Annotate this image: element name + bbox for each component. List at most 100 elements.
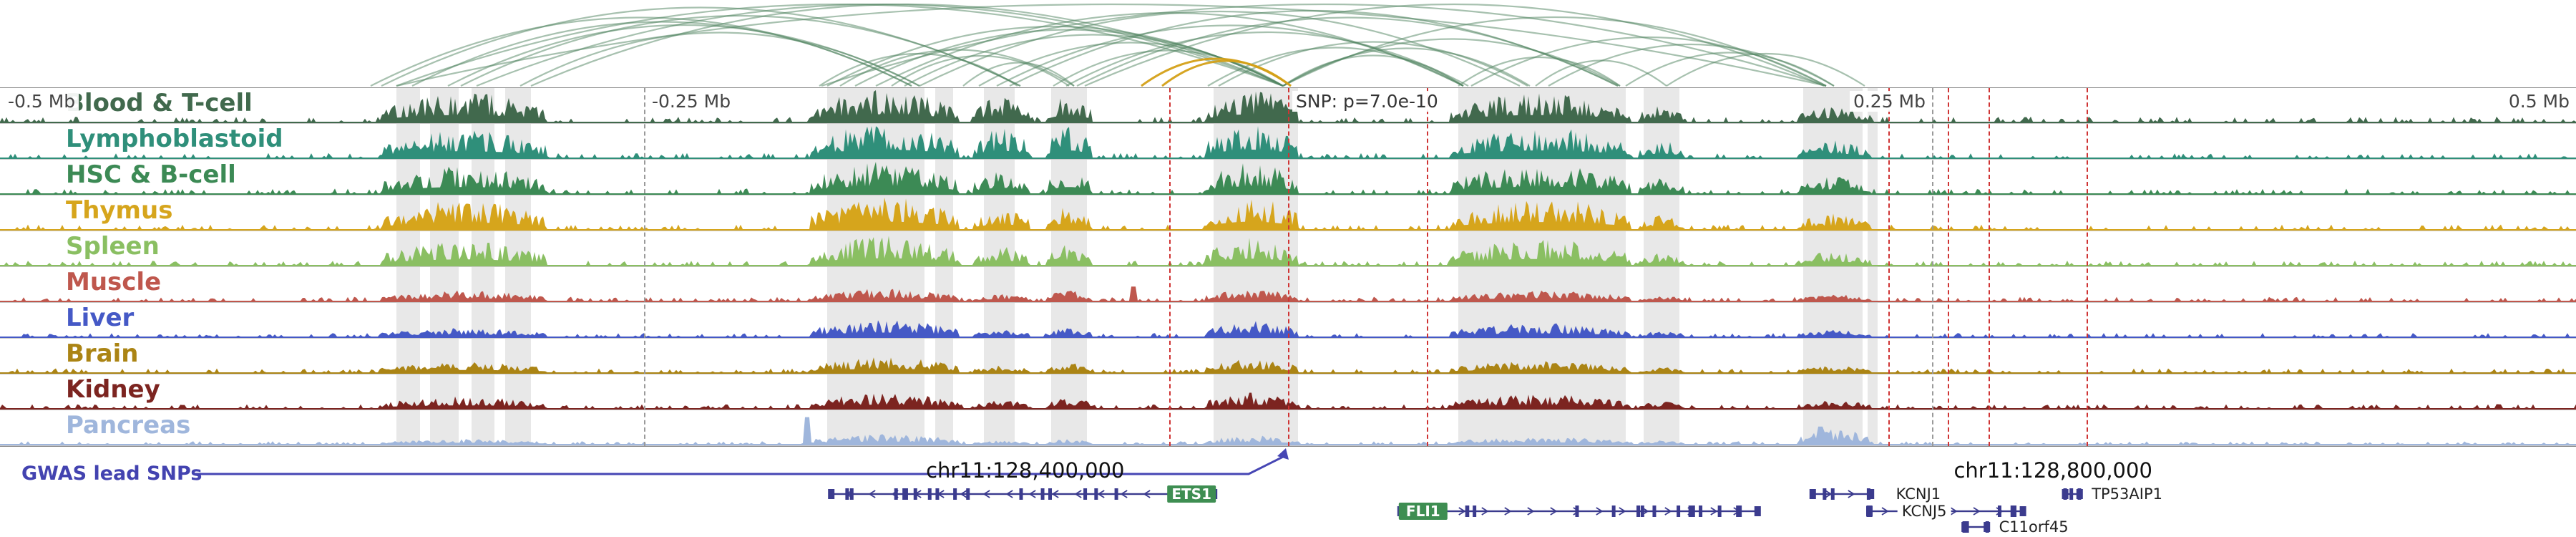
- gene-tp53aip1: TP53AIP1: [2062, 485, 2162, 503]
- green-interaction-arc: [1666, 52, 1865, 87]
- strand-direction-icon: [1596, 507, 1604, 516]
- strand-direction-icon: [845, 490, 853, 498]
- track-label-lymphoblastoid: Lymphoblastoid: [66, 125, 283, 153]
- snp-pvalue-label: SNP: p=7.0e-10: [1292, 91, 1442, 112]
- strand-direction-icon: [1996, 507, 2004, 516]
- track-label-hsc-b-cell: HSC & B-cell: [66, 160, 236, 189]
- green-interaction-arc: [821, 3, 1827, 87]
- gene-name-label: C11orf45: [1999, 518, 2069, 536]
- red-dashed-marker-line: [1169, 88, 1171, 446]
- green-interaction-arc: [1625, 52, 1835, 87]
- strand-direction-icon: [1458, 507, 1466, 516]
- green-interaction-arc: [1053, 49, 1284, 87]
- strand-direction-icon: [1097, 490, 1105, 498]
- strand-direction-icon: [937, 490, 945, 498]
- coordinate-label-right: chr11:128,800,000: [1953, 458, 2152, 483]
- signal-path: [0, 417, 2576, 445]
- track-label-blood-t-cell: Blood & T-cell: [66, 89, 253, 117]
- strand-direction-icon: [1527, 507, 1535, 516]
- signal-path: [0, 162, 2576, 195]
- gene-name-label: KCNJ1: [1896, 485, 1941, 503]
- green-interaction-arc: [396, 3, 1827, 87]
- strand-direction-icon: [891, 490, 899, 498]
- strand-direction-icon: [1074, 490, 1082, 498]
- green-interaction-arc: [919, 11, 1521, 87]
- gene-annotation-footer: ETS1 FLI1 KCNJ1 KCNJ5 C11orf45 TP53AIP1 GWAS …: [0, 447, 2576, 537]
- green-interaction-arc: [839, 49, 1075, 87]
- gray-dashed-guideline: [644, 88, 645, 446]
- strand-direction-icon: [1005, 490, 1013, 498]
- strand-direction-icon: [1143, 490, 1151, 498]
- green-interaction-arc: [1458, 57, 1621, 87]
- track-label-pancreas: Pancreas: [66, 411, 191, 440]
- gene-name-box: [1398, 503, 1448, 520]
- signal-tracks-area: Blood & T-cell Lymphoblastoid HSC & B-cell…: [0, 87, 2576, 447]
- highlight-band: [1868, 88, 1878, 446]
- red-dashed-marker-line: [1947, 88, 1949, 446]
- gene-kcnj5: KCNJ5: [1866, 503, 2026, 520]
- green-interaction-arc: [962, 62, 1075, 87]
- strand-direction-icon: [1664, 507, 1672, 516]
- gene-c11orf45: C11orf45: [1961, 518, 2069, 536]
- strand-direction-icon: [1825, 490, 1833, 498]
- gene-name-box: [1167, 485, 1216, 503]
- gene-ets1: ETS1: [828, 485, 1218, 503]
- gwas-snp-connector: [195, 455, 1284, 475]
- gene-name-label: FLI1: [1406, 503, 1440, 520]
- track-label-muscle: Muscle: [66, 268, 162, 296]
- track-label-spleen: Spleen: [66, 232, 160, 261]
- red-dashed-marker-line: [1888, 88, 1890, 446]
- gwas-lead-snps-label: GWAS lead SNPs: [21, 463, 203, 485]
- strand-direction-icon: [1881, 507, 1889, 516]
- snp-position-line: [1288, 88, 1289, 446]
- coordinate-label-left: chr11:128,400,000: [926, 458, 1125, 483]
- strand-direction-icon: [1950, 507, 1958, 516]
- strand-direction-icon: [1481, 507, 1489, 516]
- strand-direction-icon: [1619, 507, 1626, 516]
- strand-direction-icon: [1641, 507, 1649, 516]
- green-interaction-arc: [891, 55, 1070, 87]
- track-label-thymus: Thymus: [66, 196, 173, 225]
- gene-name-label: ETS1: [1171, 485, 1211, 503]
- strand-direction-icon: [1028, 490, 1036, 498]
- green-interaction-arc: [1207, 47, 1464, 87]
- strand-direction-icon: [1573, 507, 1581, 516]
- strand-direction-icon: [982, 490, 990, 498]
- gene-fli1: FLI1: [1397, 503, 1761, 520]
- strand-direction-icon: [1550, 507, 1558, 516]
- strand-direction-icon: [914, 490, 922, 498]
- axis-label-0-25-mb: 0.25 Mb: [1849, 91, 1929, 112]
- interaction-arcs: [370, 3, 1865, 87]
- strand-direction-icon: [868, 490, 876, 498]
- track-label-kidney: Kidney: [66, 375, 160, 404]
- gene-name-label: TP53AIP1: [2091, 485, 2162, 503]
- red-dashed-marker-line: [1989, 88, 1991, 446]
- track-label-brain: Brain: [66, 339, 139, 368]
- gold-interaction-arc: [1161, 59, 1292, 87]
- strand-direction-icon: [1051, 490, 1059, 498]
- green-interaction-arc: [1218, 41, 1528, 87]
- strand-direction-icon: [1973, 507, 1981, 516]
- axis-label-0-5-mb: -0.5 Mb: [4, 91, 79, 112]
- green-interaction-arc: [1065, 32, 1469, 87]
- red-dashed-marker-line: [1427, 88, 1429, 446]
- green-interaction-arc: [1548, 44, 1835, 87]
- strand-direction-icon: [1120, 490, 1128, 498]
- axis-label-0-5-mb: 0.5 Mb: [2504, 91, 2573, 112]
- strand-direction-icon: [1504, 507, 1512, 516]
- strand-direction-icon: [1848, 490, 1855, 498]
- strand-direction-icon: [960, 490, 967, 498]
- axis-label-0-25-mb: -0.25 Mb: [648, 91, 735, 112]
- green-interaction-arc: [396, 3, 1284, 87]
- strand-direction-icon: [1687, 507, 1695, 516]
- gene-name-label: KCNJ5: [1902, 503, 1947, 520]
- strand-direction-icon: [1710, 507, 1718, 516]
- track-label-liver: Liver: [66, 304, 135, 332]
- gene-kcnj1: KCNJ1: [1809, 485, 1941, 503]
- green-interaction-arc: [519, 32, 920, 87]
- connector-arrowhead-icon: [1277, 448, 1289, 460]
- gray-dashed-guideline: [1932, 88, 1933, 446]
- red-dashed-marker-line: [2087, 88, 2088, 446]
